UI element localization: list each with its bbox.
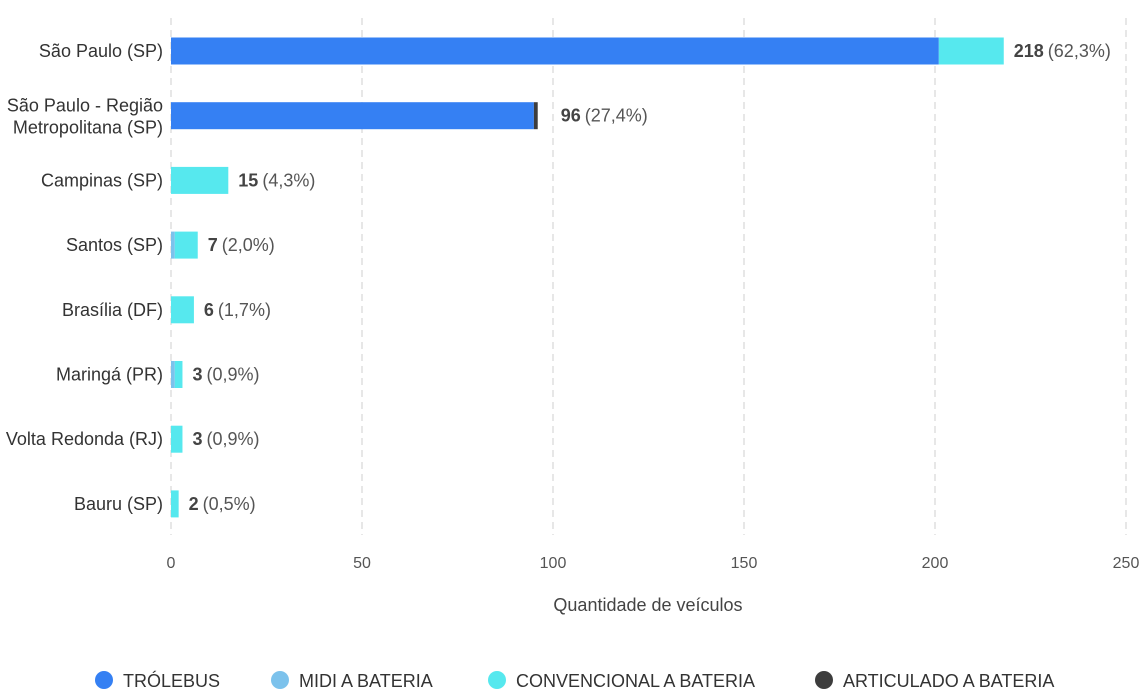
category-label: Brasília (DF) xyxy=(62,300,163,320)
value-label: 96 (27,4%) xyxy=(561,106,648,126)
value-percent: (2,0%) xyxy=(222,235,275,255)
legend-item: CONVENCIONAL A BATERIA xyxy=(488,671,755,691)
value-total: 3 xyxy=(192,365,202,385)
bar-segment xyxy=(174,361,183,388)
bar-segment xyxy=(171,231,175,259)
category-label-line: Volta Redonda (RJ) xyxy=(6,429,163,449)
value-total: 6 xyxy=(204,300,214,320)
legend-item: TRÓLEBUS xyxy=(95,670,220,691)
grid-lines xyxy=(170,18,1127,535)
category-label-line: Maringá (PR) xyxy=(56,365,163,385)
category-label-line: São Paulo (SP) xyxy=(39,41,163,61)
legend-item: MIDI A BATERIA xyxy=(271,671,433,691)
category-label-line: Campinas (SP) xyxy=(41,170,163,190)
value-percent: (1,7%) xyxy=(218,300,271,320)
x-tick-label: 0 xyxy=(167,555,176,572)
bar-segment xyxy=(533,102,538,130)
value-total: 15 xyxy=(238,170,258,190)
category-label-line: Santos (SP) xyxy=(66,235,163,255)
value-label: 2 (0,5%) xyxy=(189,494,256,514)
value-percent: (62,3%) xyxy=(1048,41,1111,61)
value-label: 7 (2,0%) xyxy=(208,235,275,255)
category-label: Volta Redonda (RJ) xyxy=(6,429,163,449)
bar-segment xyxy=(171,490,179,518)
value-label: 6 (1,7%) xyxy=(204,300,271,320)
bar-segment xyxy=(171,37,939,65)
legend-label: TRÓLEBUS xyxy=(123,670,220,691)
bars xyxy=(171,37,1004,518)
category-label: Santos (SP) xyxy=(66,235,163,255)
legend-label: CONVENCIONAL A BATERIA xyxy=(516,671,755,691)
legend-marker xyxy=(815,671,833,689)
bar-segment xyxy=(171,425,183,453)
value-label: 218 (62,3%) xyxy=(1014,41,1111,61)
x-axis-ticks: 0 50 100 150 200 250 xyxy=(167,555,1140,572)
legend-marker xyxy=(271,671,289,689)
x-tick-label: 50 xyxy=(353,555,371,572)
category-label: Bauru (SP) xyxy=(74,494,163,514)
x-tick-label: 200 xyxy=(922,555,949,572)
value-percent: (0,9%) xyxy=(206,429,259,449)
legend-marker xyxy=(488,671,506,689)
bar-segment xyxy=(171,361,175,388)
value-total: 2 xyxy=(189,494,199,514)
value-percent: (27,4%) xyxy=(585,106,648,126)
x-tick-label: 150 xyxy=(731,555,758,572)
bar-segment xyxy=(171,102,534,130)
bar-segment xyxy=(938,37,1004,65)
category-label-line: São Paulo - Região xyxy=(7,96,163,116)
bar-segment xyxy=(171,166,229,194)
x-axis-title: Quantidade de veículos xyxy=(553,595,742,615)
category-label: Campinas (SP) xyxy=(41,170,163,190)
value-percent: (0,5%) xyxy=(203,494,256,514)
category-label-line: Bauru (SP) xyxy=(74,494,163,514)
category-label: São Paulo - Região Metropolitana (SP) xyxy=(7,96,163,138)
category-label-line: Brasília (DF) xyxy=(62,300,163,320)
value-label: 15 (4,3%) xyxy=(238,170,315,190)
value-label: 3 (0,9%) xyxy=(192,365,259,385)
value-percent: (0,9%) xyxy=(206,365,259,385)
category-label: Maringá (PR) xyxy=(56,365,163,385)
value-total: 7 xyxy=(208,235,218,255)
x-tick-label: 100 xyxy=(540,555,567,572)
value-total: 3 xyxy=(192,429,202,449)
x-tick-label: 250 xyxy=(1113,555,1140,572)
category-label-line: Metropolitana (SP) xyxy=(13,118,163,138)
legend-label: MIDI A BATERIA xyxy=(299,671,433,691)
legend-item: ARTICULADO A BATERIA xyxy=(815,671,1054,691)
value-percent: (4,3%) xyxy=(262,170,315,190)
bar-segment xyxy=(174,231,198,259)
category-label: São Paulo (SP) xyxy=(39,41,163,61)
labels: São Paulo (SP) 218 (62,3%) São Paulo - Regi… xyxy=(6,41,1111,514)
legend-label: ARTICULADO A BATERIA xyxy=(843,671,1054,691)
legend-marker xyxy=(95,671,113,689)
value-label: 3 (0,9%) xyxy=(192,429,259,449)
value-total: 96 xyxy=(561,106,581,126)
bar-segment xyxy=(171,296,194,324)
legend: TRÓLEBUS MIDI A BATERIA CONVENCIONAL A BAT… xyxy=(95,670,1054,691)
value-total: 218 xyxy=(1014,41,1044,61)
